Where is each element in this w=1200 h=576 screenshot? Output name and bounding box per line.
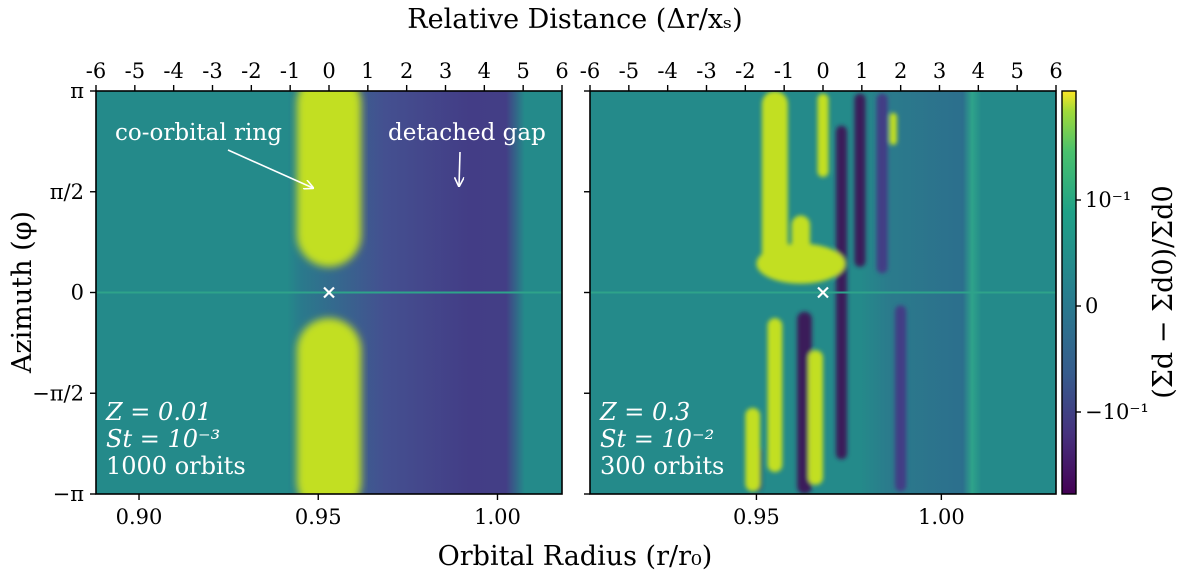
- streamer: [745, 407, 761, 492]
- annotation-co-orbital-ring: co-orbital ring: [115, 120, 313, 188]
- streamer: [767, 318, 783, 473]
- left-heatmap: [96, 91, 562, 494]
- top-tick-label: 5: [1010, 59, 1023, 83]
- top-axis-title: Relative Distance (Δr/xₛ): [407, 4, 742, 35]
- top-tick-label: 0: [816, 59, 829, 83]
- y-tick-label: −π/2: [32, 381, 84, 405]
- right-params: Z = 0.3 St = 10⁻² 300 orbits: [599, 398, 724, 480]
- top-tick-label: 1: [361, 59, 374, 83]
- right-axis-ticks: 0.95 1.00 -6 -5 -4 -3 -2 -1 0 1 2 3 4 5 6: [580, 59, 1063, 529]
- streamer-blob: [756, 243, 846, 284]
- annotation-co-orbital-ring-text: co-orbital ring: [115, 120, 282, 146]
- top-tick-label: -1: [280, 59, 300, 83]
- streamer: [889, 112, 897, 145]
- left-planet-marker: [323, 286, 335, 299]
- streamer: [761, 91, 788, 274]
- top-tick-label: -6: [580, 59, 600, 83]
- top-tick-label: -5: [619, 59, 639, 83]
- top-tick-label: 4: [972, 59, 985, 83]
- planet-marker-stroke: [817, 286, 829, 299]
- streamer: [797, 311, 812, 494]
- top-tick-label: 0: [322, 59, 335, 83]
- top-tick-label: -2: [241, 59, 261, 83]
- top-tick-label: 4: [478, 59, 491, 83]
- annotation-detached-gap-arrow: [459, 151, 460, 186]
- x-tick-label: 0.90: [116, 505, 163, 529]
- streamer: [808, 350, 823, 485]
- top-tick-label: -3: [202, 59, 222, 83]
- top-tick-label: -6: [86, 59, 106, 83]
- streamer: [876, 93, 888, 274]
- streamer: [854, 93, 866, 267]
- left-param-st: St = 10⁻³: [106, 425, 220, 453]
- right-planet-marker: [817, 286, 829, 299]
- right-panel: 0.95 1.00 -6 -5 -4 -3 -2 -1 0 1 2 3 4 5 6 Z = 0.3 St =…: [580, 59, 1063, 529]
- colorbar-title: (Σd − Σd0)/Σd0: [1148, 185, 1179, 398]
- top-tick-label: 1: [855, 59, 868, 83]
- annotation-detached-gap-text: detached gap: [388, 120, 546, 146]
- colorbar-tick-label-zero: 0: [1085, 294, 1098, 318]
- top-tick-label: 2: [400, 59, 413, 83]
- annotation-co-orbital-ring-arrow: [227, 149, 313, 188]
- x-tick-label: 0.95: [295, 505, 342, 529]
- y-tick-label: π/2: [50, 180, 84, 204]
- right-param-z: Z = 0.3: [599, 398, 690, 426]
- top-tick-label: -4: [163, 59, 183, 83]
- top-tick-label: 3: [933, 59, 946, 83]
- top-tick-label: 3: [439, 59, 452, 83]
- top-tick-label: 6: [555, 59, 568, 83]
- right-features: [745, 91, 907, 494]
- top-tick-label: -1: [774, 59, 794, 83]
- colorbar-tick-label-pos: 10⁻¹: [1085, 188, 1131, 212]
- planet-marker-stroke: [323, 286, 335, 299]
- right-param-orbits: 300 orbits: [600, 452, 724, 480]
- co-orbital-ring-upper: [296, 91, 362, 267]
- colorbar: 10⁻¹ 0 −10⁻¹ (Σd − Σd0)/Σd0: [1061, 90, 1179, 495]
- x-tick-label: 1.00: [474, 505, 521, 529]
- top-tick-label: -5: [125, 59, 145, 83]
- left-axis-ticks: 0.90 0.95 1.00 π π/2 0 −π/2 −π -6 -5 -4 -3 -2 -1 0 1 2 3 4…: [32, 59, 569, 529]
- top-tick-label: 6: [1049, 59, 1062, 83]
- left-features: [296, 91, 362, 494]
- colorbar-gradient: [1061, 90, 1077, 495]
- colorbar-tick-label-neg: −10⁻¹: [1085, 400, 1149, 424]
- left-param-orbits: 1000 orbits: [106, 452, 246, 480]
- left-params: Z = 0.01 St = 10⁻³ 1000 orbits: [105, 398, 246, 480]
- y-tick-label: π: [70, 79, 84, 103]
- y-axis-title: Azimuth (φ): [7, 211, 38, 374]
- top-tick-label: 5: [516, 59, 529, 83]
- annotation-detached-gap: detached gap: [388, 120, 546, 186]
- y-tick-label: 0: [71, 281, 84, 305]
- y-tick-label: −π: [53, 482, 85, 506]
- bottom-axis-title: Orbital Radius (r/r₀): [438, 541, 713, 572]
- streamer: [895, 305, 907, 492]
- x-tick-label: 1.00: [918, 505, 965, 529]
- right-param-st: St = 10⁻²: [600, 425, 714, 453]
- x-tick-label: 0.95: [733, 505, 780, 529]
- left-panel: 0.90 0.95 1.00 π π/2 0 −π/2 −π -6 -5 -4 -3 -2 -1 0 1 2 3 4…: [32, 59, 569, 529]
- co-orbital-ring-lower: [296, 318, 362, 494]
- streamer: [817, 93, 829, 178]
- top-tick-label: -4: [657, 59, 677, 83]
- top-tick-label: 2: [894, 59, 907, 83]
- top-tick-label: -2: [735, 59, 755, 83]
- left-param-z: Z = 0.01: [105, 398, 211, 426]
- top-tick-label: -3: [696, 59, 716, 83]
